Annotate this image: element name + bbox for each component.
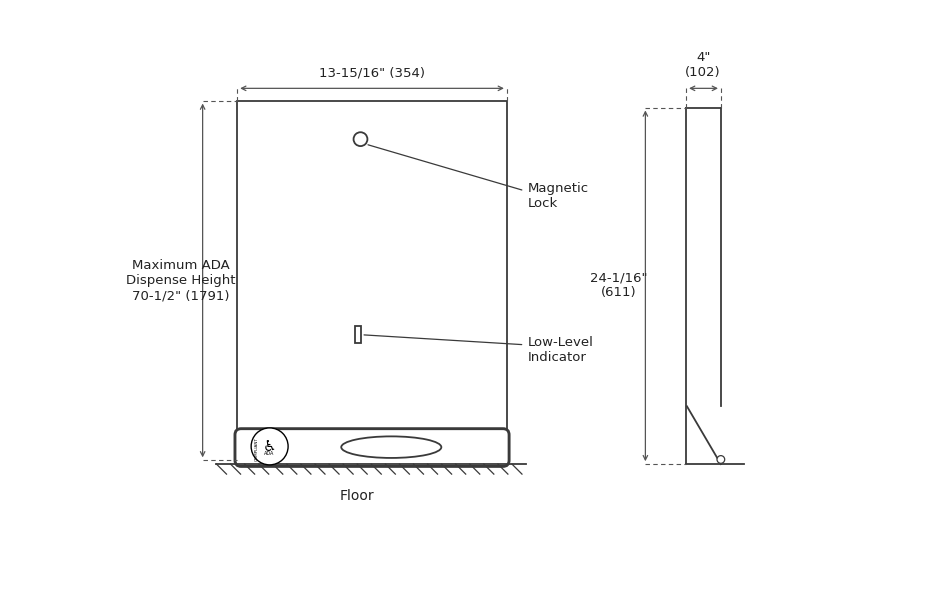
Bar (355, 326, 362, 343)
Text: Maximum ADA
Dispense Height
70-1/2" (1791): Maximum ADA Dispense Height 70-1/2" (179… (127, 259, 236, 302)
Text: 24-1/16"
(611): 24-1/16" (611) (590, 271, 647, 299)
Ellipse shape (341, 436, 441, 458)
Circle shape (353, 132, 367, 146)
Text: Low-Level
Indicator: Low-Level Indicator (527, 336, 594, 364)
FancyBboxPatch shape (235, 428, 509, 466)
Text: ADA: ADA (265, 452, 275, 456)
Text: COMPLIANT: COMPLIANT (254, 437, 259, 461)
Circle shape (717, 456, 724, 464)
Bar (238, 101, 507, 435)
Text: 4"
(102): 4" (102) (685, 51, 721, 79)
Text: Magnetic
Lock: Magnetic Lock (527, 182, 588, 210)
Text: 13-15/16" (354): 13-15/16" (354) (319, 66, 426, 79)
Circle shape (252, 428, 288, 465)
Text: ♿: ♿ (263, 439, 277, 454)
Text: Floor: Floor (339, 488, 374, 503)
